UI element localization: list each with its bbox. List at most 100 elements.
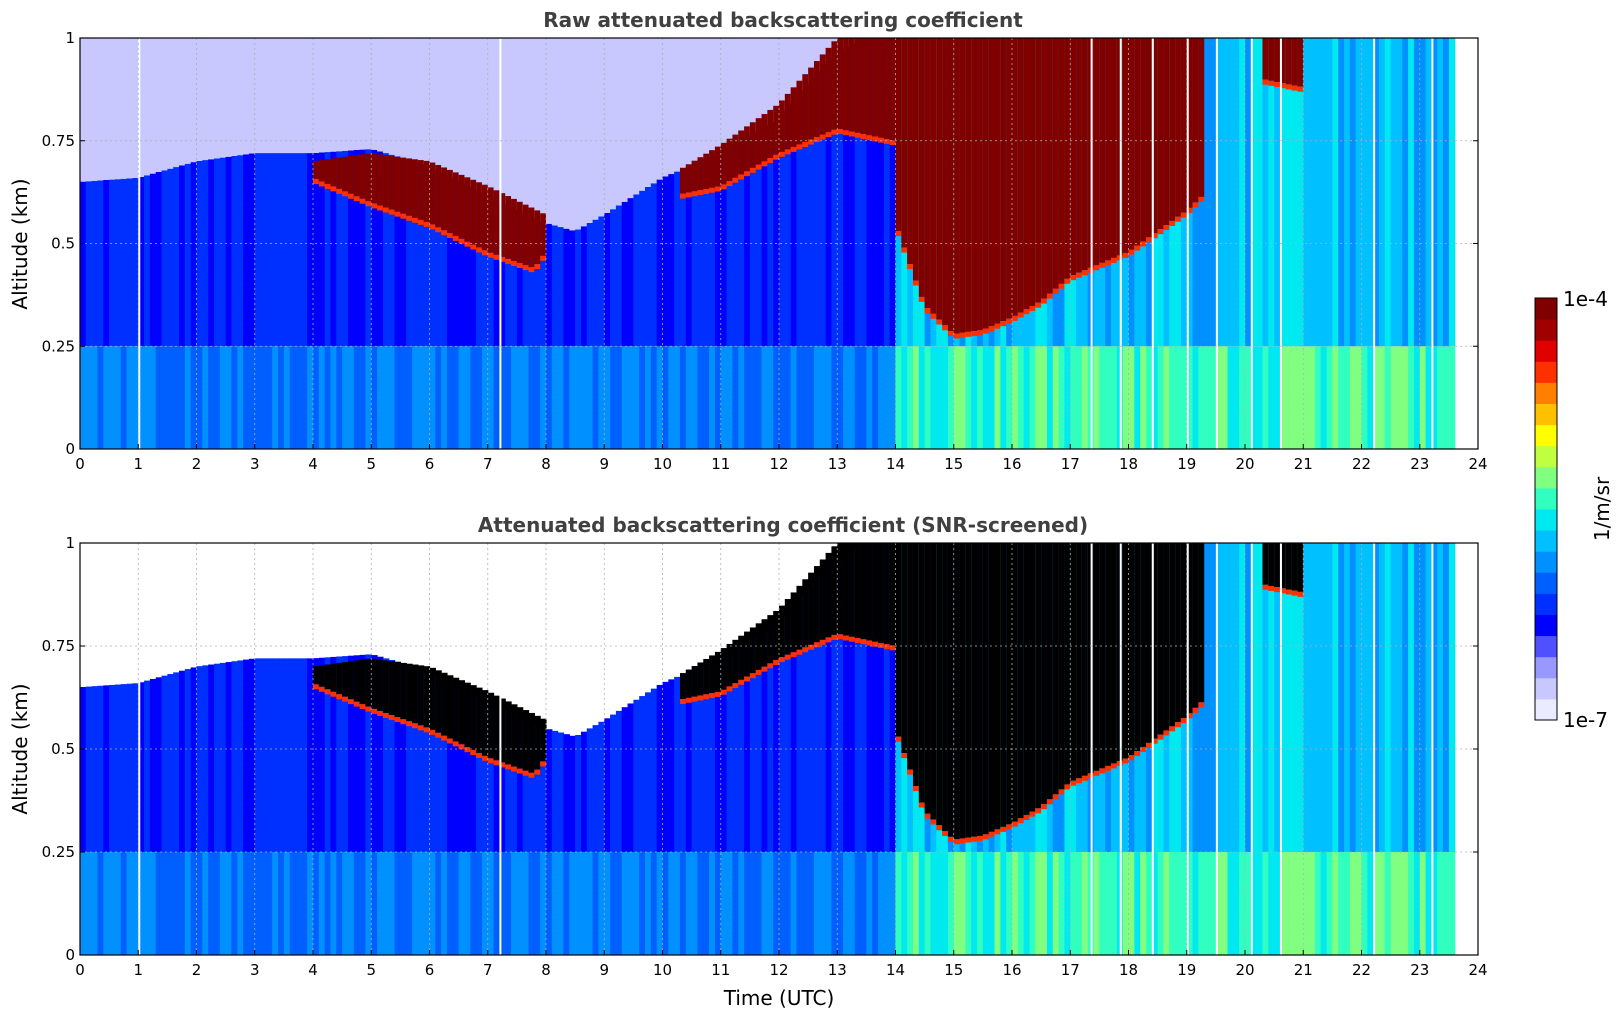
heatmap-cell [313, 658, 320, 852]
cloud-edge-cell [889, 140, 897, 146]
cloud-cell [872, 543, 879, 642]
heatmap-cell [749, 346, 757, 449]
cloud-cell [889, 38, 897, 141]
cloud-cell [837, 543, 844, 635]
heatmap-cell [359, 346, 367, 449]
heatmap-cell [120, 38, 128, 179]
heatmap-cell [679, 346, 687, 449]
heatmap-cell [866, 852, 873, 955]
heatmap-cell [1338, 38, 1345, 347]
heatmap-cell [965, 346, 972, 449]
heatmap-cell [1349, 346, 1357, 449]
heatmap-cell [790, 608, 798, 852]
cloud-cell [528, 712, 535, 773]
heatmap-cell [307, 658, 314, 852]
colorbar-swatch [1535, 656, 1557, 679]
x-axis-ticks: 0 1 2 3 4 5 6 7 8 9 10 11 12 13 14 15 16 17 18 19 20 21 22 23 24 [75, 444, 1488, 473]
heatmap-cell [621, 707, 629, 852]
heatmap-cell [487, 195, 495, 347]
heatmap-cell [406, 38, 413, 160]
cloud-cell [1017, 38, 1025, 313]
heatmap-cell [813, 38, 821, 78]
heatmap-cell [749, 134, 757, 347]
cloud-edge-cell [767, 663, 774, 669]
heatmap-cell [819, 70, 827, 347]
heatmap-cell [1384, 543, 1392, 852]
cloud-edge-cell [994, 829, 1001, 835]
heatmap-cell [738, 346, 745, 449]
cloud-cell [912, 543, 920, 787]
heatmap-cell [237, 155, 244, 347]
heatmap-cell [138, 38, 145, 177]
heatmap-cell [1279, 543, 1287, 852]
cloud-cell [848, 543, 856, 637]
heatmap-cell [796, 602, 803, 852]
heatmap-cell [1221, 346, 1229, 449]
cloud-cell [313, 666, 320, 685]
heatmap-cell [592, 346, 600, 449]
heatmap-cell [1326, 38, 1333, 347]
colorbar-swatch [1535, 614, 1557, 637]
heatmap-cell [1239, 38, 1246, 347]
heatmap-cell [878, 346, 885, 449]
cloud-edge-cell [912, 786, 920, 792]
cloud-cell [977, 38, 984, 331]
heatmap-cell [575, 38, 582, 230]
heatmap-cell [365, 38, 372, 150]
heatmap-cell [336, 38, 343, 152]
cloud-cell [860, 543, 867, 640]
heatmap-cell [773, 627, 780, 852]
heatmap-cell [866, 346, 873, 449]
heatmap-cell [260, 852, 267, 955]
heatmap-cell [1448, 38, 1456, 347]
heatmap-cell [1221, 38, 1229, 347]
heatmap-cell [872, 346, 879, 449]
heatmap-cell [464, 852, 471, 955]
heatmap-cell [1408, 852, 1415, 955]
heatmap-cell [854, 547, 862, 852]
heatmap-cell [1186, 852, 1194, 955]
heatmap-cell [446, 680, 454, 852]
cloud-edge-cell [854, 132, 862, 138]
heatmap-cell [342, 852, 349, 955]
heatmap-cell [1367, 852, 1374, 955]
cloud-cell [528, 207, 535, 268]
heatmap-cell [470, 186, 477, 347]
heatmap-cell [435, 852, 442, 955]
cloud-edge-cell [429, 729, 436, 735]
heatmap-cell [1402, 38, 1409, 347]
cloud-edge-cell [895, 736, 902, 742]
heatmap-cell [528, 38, 535, 216]
heatmap-cell [1314, 346, 1322, 449]
heatmap-cell [604, 852, 611, 955]
heatmap-cell [505, 38, 512, 205]
cloud-cell [819, 54, 827, 135]
heatmap-cell [161, 675, 168, 852]
cloud-edge-cell [895, 231, 902, 237]
heatmap-cell [977, 852, 984, 955]
y-axis-ticks: 00.250.50.751 [42, 29, 1478, 458]
cloud-cell [703, 153, 710, 189]
cloud-cell [959, 38, 966, 333]
cloud-edge-cell [1186, 713, 1194, 719]
heatmap-cell [860, 346, 867, 449]
heatmap-cell [1314, 852, 1322, 955]
heatmap-cell [610, 852, 617, 955]
cloud-edge-cell [423, 221, 431, 227]
cloud-cell [1192, 38, 1199, 203]
heatmap-cell [248, 38, 256, 154]
heatmap-cell [610, 209, 617, 347]
heatmap-cell [895, 346, 902, 449]
colorbar-label: 1/m/sr [1590, 476, 1614, 541]
heatmap-cell [1175, 346, 1182, 449]
x-tick-label: 3 [250, 961, 260, 979]
heatmap-cell [1437, 346, 1444, 449]
heatmap-cell [534, 218, 541, 347]
cloud-cell [330, 158, 337, 187]
heatmap-cell [592, 725, 600, 852]
cloud-cell [1029, 543, 1036, 812]
heatmap-cell [656, 684, 664, 852]
heatmap-cell [621, 346, 629, 449]
cloud-cell [1046, 543, 1054, 800]
heatmap-cell [114, 179, 122, 347]
